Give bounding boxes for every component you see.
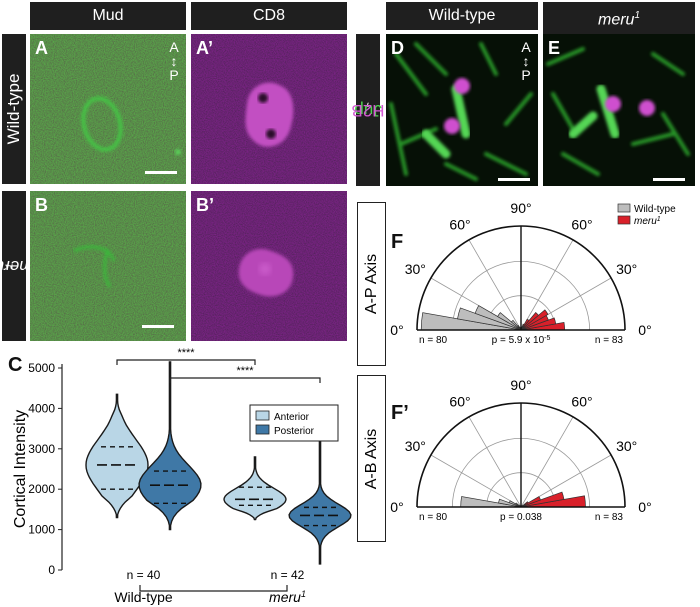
angle-label-3: 90° (510, 200, 531, 216)
panel-label-b2: B’ (196, 195, 214, 215)
legend-label-0: Anterior (274, 412, 310, 423)
axis-box-ap: A-P Axis (357, 202, 386, 366)
angle-label-5: 30° (616, 261, 637, 277)
angle-label-1: 30° (405, 261, 426, 277)
angle-label-2: 60° (449, 216, 470, 232)
micrograph-e (543, 34, 695, 186)
n-label-left: n = 80 (419, 335, 448, 346)
y-axis-label: Cortical Intensity (12, 410, 29, 528)
panel-label-f: F (391, 231, 404, 253)
violin-chart: 0 1000 2000 3000 4000 5000 Cortical Intensity n… (12, 347, 352, 605)
orientation-marker-d: A ↕ P (521, 39, 531, 83)
polar-legend-swatch-0 (617, 203, 631, 213)
legend-swatch-1 (255, 424, 270, 435)
violin-legend: Anterior Posterior (249, 404, 339, 442)
micrograph-d (386, 34, 538, 186)
sig-bracket-posterior (169, 377, 321, 383)
panel-b2-cd8-meru: B’ (191, 191, 347, 341)
group-label-1: meru1 (269, 589, 306, 605)
group-label-0: Wild-type (114, 589, 173, 605)
legend-label-1: Posterior (274, 426, 315, 437)
micrograph-b2 (191, 191, 347, 341)
scale-bar-a (145, 171, 177, 174)
angle-label-6: 0° (638, 322, 651, 338)
polar-bar-meru-5 (520, 318, 530, 331)
polar-spoke-2 (468, 239, 522, 331)
header-mud: Mud (30, 2, 186, 30)
panel-label-f2: F’ (391, 402, 409, 424)
panel-label-c: C (8, 354, 23, 376)
angle-label-0: 0° (390, 499, 403, 515)
y-tick-label-2: 2000 (28, 482, 55, 496)
panel-a-mud-wildtype: A A ↕ P (30, 34, 186, 184)
angle-label-4: 60° (571, 216, 592, 232)
n-label-0: n = 40 (127, 568, 161, 582)
n-label-left: n = 80 (419, 512, 448, 523)
polar-bar-wildtype-3 (497, 312, 522, 331)
polar-chart-ap: 0° 30° 60° 90° 60° 30° 0° n = 80 n = 83 p = 5.9 x… (390, 200, 676, 347)
row-label-meru: meru1 (0, 191, 33, 341)
panel-label-e: E (548, 38, 561, 58)
n-label-right: n = 83 (595, 512, 624, 523)
axis-box-ab: A-B Axis (357, 375, 386, 542)
angle-label-3: 90° (510, 377, 531, 393)
panel-b-mud-meru: B (30, 191, 186, 341)
y-tick-label-1: 1000 (28, 523, 55, 537)
angle-label-6: 0° (638, 499, 651, 515)
angle-label-2: 60° (449, 393, 470, 409)
panel-label-b: B (35, 195, 48, 215)
y-tick-label-3: 3000 (28, 442, 55, 456)
y-tick-label-5: 5000 (28, 361, 55, 375)
violin-0-posterior (138, 361, 202, 531)
polar-bar-wildtype-2 (474, 305, 522, 331)
angle-label-4: 60° (571, 393, 592, 409)
sig-label-posterior: **** (236, 365, 254, 377)
angle-label-0: 0° (390, 322, 403, 338)
header-wildtype: Wild-type (386, 2, 538, 30)
polar-legend-label-1: meru1 (634, 216, 661, 228)
scale-bar-e (653, 178, 685, 181)
polar-legend-label-0: Wild-type (634, 204, 676, 215)
polar-spoke-1 (520, 239, 574, 331)
n-label-right: n = 83 (595, 335, 624, 346)
panel-a2-cd8-wildtype: A’ (191, 34, 347, 184)
polar-spoke-2 (468, 416, 522, 508)
micrograph-a2 (191, 34, 347, 184)
p-value-label: p = 5.9 x 10-5 (492, 335, 551, 347)
y-tick-label-4: 4000 (28, 401, 55, 415)
angle-label-1: 30° (405, 438, 426, 454)
polar-bar-meru-3 (520, 309, 549, 331)
violin-1-posterior (288, 440, 352, 565)
micrograph-a (30, 34, 186, 184)
polar-spoke-3 (430, 454, 522, 508)
violin-0-anterior (85, 393, 149, 519)
orientation-marker-a: A ↕ P (169, 39, 179, 83)
violin-1-anterior (223, 456, 287, 521)
scale-bar-d (498, 178, 530, 181)
y-tick-label-0: 0 (48, 563, 55, 577)
panel-d-jup-h2b-wildtype: D A ↕ P (386, 34, 538, 186)
polar-spoke-1 (520, 416, 574, 508)
row-label-wildtype: Wild-type (2, 34, 26, 184)
row-label-jup-h2b: Jup, H2B (351, 34, 385, 186)
panel-label-a: A (35, 38, 48, 58)
sig-bracket-anterior (116, 359, 256, 365)
polar-bar-meru-4 (520, 312, 539, 331)
panel-label-a2: A’ (196, 38, 214, 58)
sig-label-anterior: **** (177, 347, 195, 359)
header-meru: meru1 (543, 2, 695, 35)
group-bracket (139, 585, 288, 592)
angle-label-5: 30° (616, 438, 637, 454)
panel-label-d: D (391, 38, 404, 58)
polar-legend-swatch-1 (617, 215, 631, 225)
p-value-label: p = 0.038 (500, 512, 542, 523)
scale-bar-b (142, 325, 174, 328)
header-cd8: CD8 (191, 2, 347, 30)
panel-e-jup-h2b-meru: E (543, 34, 695, 186)
n-label-1: n = 42 (271, 568, 305, 582)
legend-swatch-0 (255, 410, 270, 421)
micrograph-b (30, 191, 186, 341)
polar-chart-ab: 0° 30° 60° 90° 60° 30° 0° n = 80 n = 83 p = 0.038 (390, 377, 651, 523)
